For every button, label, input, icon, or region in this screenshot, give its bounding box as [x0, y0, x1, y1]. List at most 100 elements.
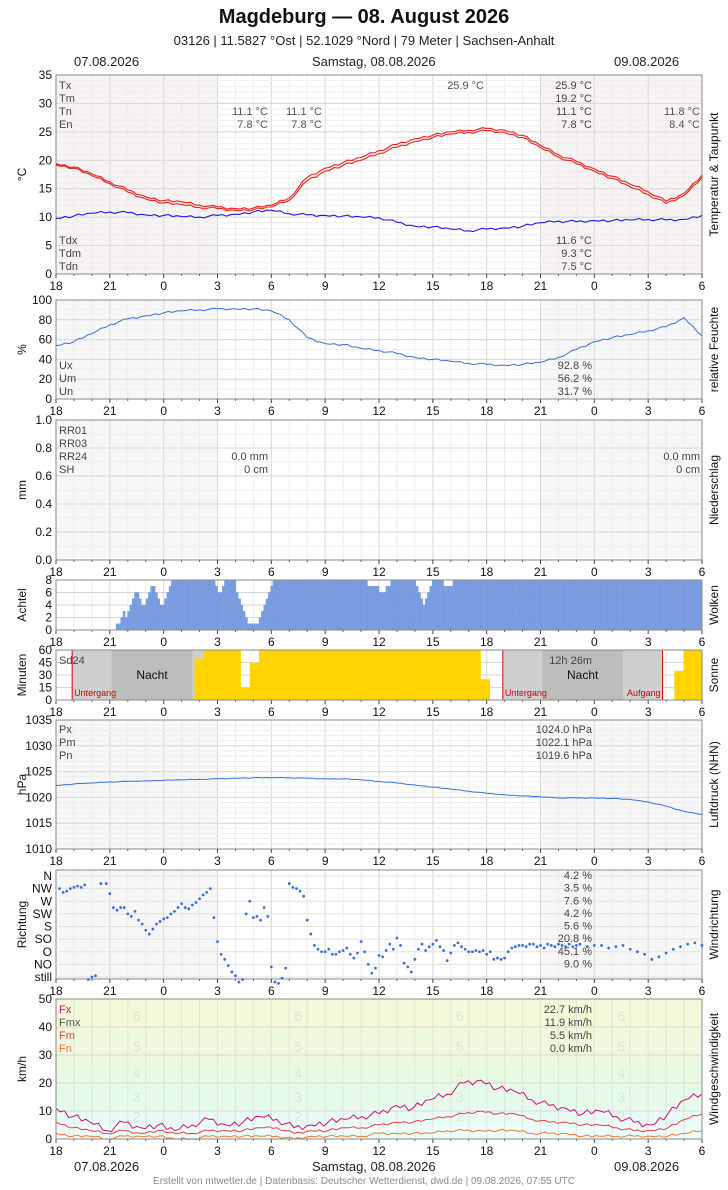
y-tick-label: 50 [39, 992, 53, 1006]
x-tick-label: 0 [591, 565, 598, 579]
sun-bar [452, 650, 463, 700]
direction-pct: 9.0 % [564, 958, 592, 970]
x-tick-label: 21 [534, 635, 548, 649]
wind-direction-point [686, 942, 690, 946]
cloud-bar [187, 579, 190, 631]
x-tick-label: 0 [591, 635, 598, 649]
pressure-stat-label: Px [59, 724, 72, 736]
cloud-bar [618, 579, 622, 631]
cloud-bar [145, 598, 149, 631]
precip-label: RR03 [59, 438, 87, 450]
x-tick-label: 21 [534, 854, 548, 868]
x-tick-label: 18 [480, 404, 494, 418]
cloud-bar [676, 579, 680, 631]
humidity-stat-value: 92.8 % [558, 360, 592, 372]
cloud-bar [180, 579, 184, 631]
wind-direction-point [133, 909, 137, 913]
wind-direction-point [198, 897, 201, 901]
bft-label: 5 [617, 1039, 625, 1055]
wind-direction-point [112, 906, 115, 909]
cloud-bar [194, 579, 197, 631]
cloud-bar [697, 579, 700, 631]
cloud-bar [332, 579, 336, 631]
y-tick-label: 40 [39, 352, 53, 366]
x-tick-label: 0 [591, 1144, 598, 1158]
cloud-bar [335, 579, 338, 631]
wind-direction-point [592, 944, 596, 947]
cloud-bar [678, 579, 682, 631]
y-tick-label: 1030 [25, 739, 52, 753]
sun-bar [259, 650, 269, 700]
wind-frame [55, 998, 703, 1140]
wind-direction-point [277, 981, 280, 985]
cloud-bar [487, 579, 490, 631]
y-axis-label: Achtel [15, 588, 29, 621]
temp-max-marker: 25.9 °C [447, 80, 484, 92]
wind-direction-point [323, 950, 327, 954]
wind-direction-point [363, 950, 367, 954]
cloud-bar [415, 586, 419, 631]
cloud-bar [478, 579, 481, 631]
wind-direction-point [460, 945, 463, 949]
direction-pct: 4.2 % [564, 870, 592, 882]
cloud-bar [464, 579, 467, 631]
wind-stat-label: Fn [59, 1043, 72, 1055]
wind-direction-point [571, 945, 575, 949]
cloud-bar [561, 579, 564, 631]
night-label: Nacht [136, 668, 168, 682]
temp-stat-label: Tm [59, 93, 75, 105]
cloud-bar [452, 579, 456, 631]
x-tick-label: 6 [699, 635, 706, 649]
x-tick-label: 12 [372, 984, 386, 998]
x-tick-label: 6 [268, 1144, 275, 1158]
cloud-bar [604, 579, 608, 631]
sun-bar [295, 650, 306, 700]
sun-bar [351, 650, 361, 700]
x-tick-label: 6 [699, 565, 706, 579]
wind-direction-point [140, 922, 144, 926]
sun-bar [203, 650, 214, 700]
cloud-bar [607, 579, 610, 631]
x-tick-label: 15 [426, 1144, 440, 1158]
wind-direction-point [147, 932, 151, 936]
wind-direction-point [155, 922, 158, 926]
y-tick-label: 10 [39, 210, 53, 224]
cloud-bar [164, 598, 167, 631]
cloud-bar [251, 623, 255, 631]
cloud-bar [535, 579, 539, 631]
wind-direction-point [269, 965, 273, 969]
sun-bar [462, 650, 472, 700]
cloud-bar [141, 604, 144, 631]
wind-fm-line [55, 1110, 703, 1135]
cloud-bar [369, 586, 373, 631]
wind-direction-point [700, 944, 704, 947]
cloud-bar [358, 579, 361, 631]
x-tick-label: 3 [645, 404, 652, 418]
wind-fn-line [55, 1128, 703, 1141]
cloud-bar [265, 598, 269, 631]
wind-direction-point [607, 946, 611, 950]
cloud-bar [526, 579, 530, 631]
cloud-bar [581, 579, 585, 631]
cloud-bar [238, 598, 241, 631]
wind-direction-point [298, 889, 302, 893]
cloud-bar [360, 579, 363, 631]
y-axis-label: hPa [15, 774, 29, 796]
y-axis-label: mm [15, 480, 29, 500]
y-tick-label: 6 [45, 586, 52, 600]
cloud-bar [215, 586, 218, 631]
direction-label: SO [35, 932, 52, 946]
cloud-bar [281, 579, 285, 631]
x-tick-label: 21 [103, 854, 117, 868]
cloud-bar [584, 579, 587, 631]
y-tick-label: 20 [39, 372, 53, 386]
cloud-bar [201, 579, 204, 631]
cloud-bar [595, 579, 599, 631]
cloud-bar [632, 579, 636, 631]
cloud-bar [159, 604, 163, 631]
cloud-bar [353, 579, 357, 631]
wind-direction-point [513, 945, 517, 949]
x-tick-label: 15 [426, 984, 440, 998]
cloud-bar [390, 579, 393, 631]
cloud-bar [579, 579, 583, 631]
